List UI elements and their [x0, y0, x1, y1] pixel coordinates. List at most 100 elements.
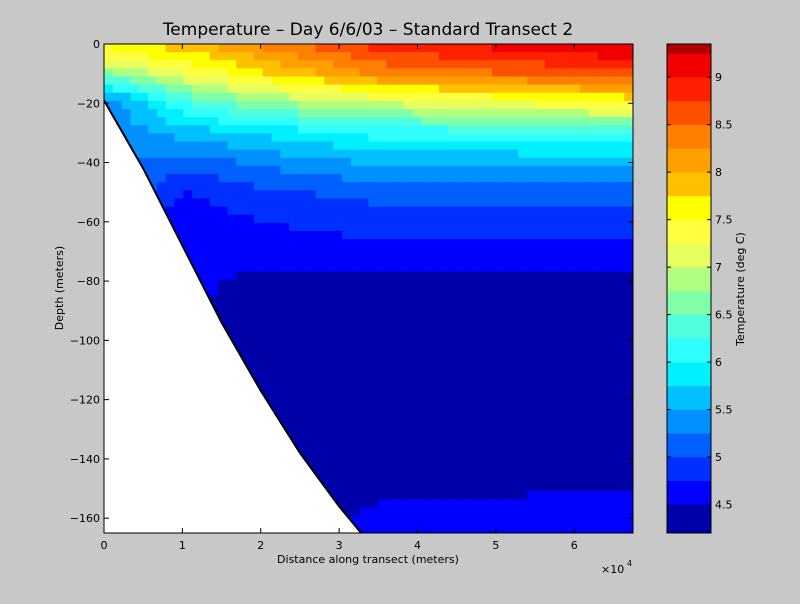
temperature-cell — [262, 255, 273, 265]
temperature-cell — [491, 230, 502, 240]
temperature-cell — [500, 239, 511, 248]
temperature-cell — [465, 182, 475, 191]
temperature-cell — [465, 239, 475, 248]
temperature-cell — [544, 247, 555, 256]
temperature-cell — [624, 482, 633, 492]
temperature-cell — [227, 230, 237, 240]
temperature-cell — [430, 214, 440, 224]
temperature-cell — [289, 312, 299, 321]
temperature-cell — [527, 482, 537, 492]
temperature-cell — [536, 247, 546, 256]
temperature-cell — [219, 572, 228, 581]
temperature-cell — [606, 361, 616, 370]
temperature-cell — [183, 182, 193, 191]
temperature-cell — [500, 352, 511, 362]
temperature-cell — [606, 76, 616, 86]
temperature-cell — [262, 174, 273, 183]
temperature-cell — [236, 68, 246, 78]
temperature-cell — [597, 60, 608, 69]
temperature-cell — [236, 589, 245, 598]
temperature-cell — [439, 100, 449, 110]
temperature-cell — [219, 589, 228, 598]
temperature-cell — [209, 190, 220, 200]
temperature-cell — [386, 507, 396, 517]
temperature-cell — [527, 255, 537, 265]
temperature-cell — [130, 100, 140, 110]
temperature-cell — [562, 149, 572, 159]
temperature-cell — [306, 52, 317, 61]
temperature-cell — [456, 92, 467, 102]
temperature-cell — [615, 165, 625, 175]
temperature-cell — [439, 426, 449, 435]
temperature-cell — [562, 190, 572, 200]
temperature-cell — [342, 287, 352, 297]
temperature-cell — [315, 100, 326, 110]
temperature-cell — [580, 141, 590, 151]
temperature-cell — [624, 263, 633, 273]
temperature-cell — [104, 581, 113, 590]
temperature-cell — [624, 287, 633, 297]
temperature-cell — [527, 320, 537, 330]
temperature-cell — [271, 92, 281, 102]
temperature-cell — [580, 507, 590, 517]
temperature-cell — [403, 531, 414, 533]
temperature-cell — [297, 125, 308, 135]
temperature-cell — [518, 385, 528, 395]
temperature-cell — [624, 214, 633, 224]
temperature-cell — [439, 222, 449, 232]
temperature-cell — [253, 263, 264, 273]
temperature-cell — [500, 401, 511, 411]
temperature-cell — [245, 214, 255, 224]
temperature-cell — [536, 52, 546, 61]
temperature-cell — [562, 556, 571, 565]
temperature-cell — [315, 450, 326, 460]
temperature-cell — [474, 523, 484, 533]
temperature-cell — [350, 320, 361, 330]
temperature-cell — [386, 109, 396, 118]
temperature-cell — [394, 482, 405, 492]
temperature-cell — [439, 174, 449, 183]
temperature-cell — [562, 531, 572, 533]
temperature-cell — [368, 320, 378, 330]
temperature-cell — [271, 320, 281, 330]
temperature-cell — [439, 92, 449, 102]
temperature-cell — [342, 174, 352, 183]
temperature-cell — [527, 385, 537, 395]
temperature-cell — [139, 44, 149, 53]
y-tick: 0 — [93, 38, 633, 51]
temperature-cell — [606, 84, 616, 94]
temperature-cell — [500, 426, 511, 435]
temperature-cell — [491, 263, 502, 273]
temperature-cell — [571, 304, 581, 313]
temperature-cell — [439, 474, 449, 484]
temperature-cell — [368, 377, 378, 387]
temperature-cell — [297, 165, 308, 175]
temperature-cell — [192, 84, 202, 94]
temperature-cell — [483, 52, 493, 61]
temperature-cell — [218, 304, 229, 313]
temperature-cell — [483, 198, 493, 208]
temperature-cell — [333, 206, 343, 216]
temperature-cell — [527, 149, 537, 159]
temperature-cell — [359, 133, 370, 143]
temperature-cell — [297, 377, 308, 387]
temperature-cell — [580, 434, 590, 443]
temperature-cell — [280, 320, 290, 330]
temperature-cell — [368, 450, 378, 460]
temperature-cell — [104, 52, 114, 61]
temperature-cell — [280, 377, 290, 387]
temperature-cell — [200, 198, 211, 208]
temperature-cell — [280, 100, 290, 110]
temperature-cell — [624, 165, 633, 175]
temperature-cell — [447, 409, 458, 419]
temperature-cell — [403, 222, 414, 232]
temperature-cell — [298, 581, 307, 590]
temperature-cell — [527, 76, 537, 86]
temperature-cell — [245, 92, 255, 102]
temperature-cell — [315, 255, 326, 265]
temperature-cell — [554, 564, 563, 573]
temperature-cell — [562, 206, 572, 216]
temperature-cell — [492, 556, 501, 565]
temperature-cell — [447, 44, 458, 53]
temperature-cell — [165, 214, 176, 224]
